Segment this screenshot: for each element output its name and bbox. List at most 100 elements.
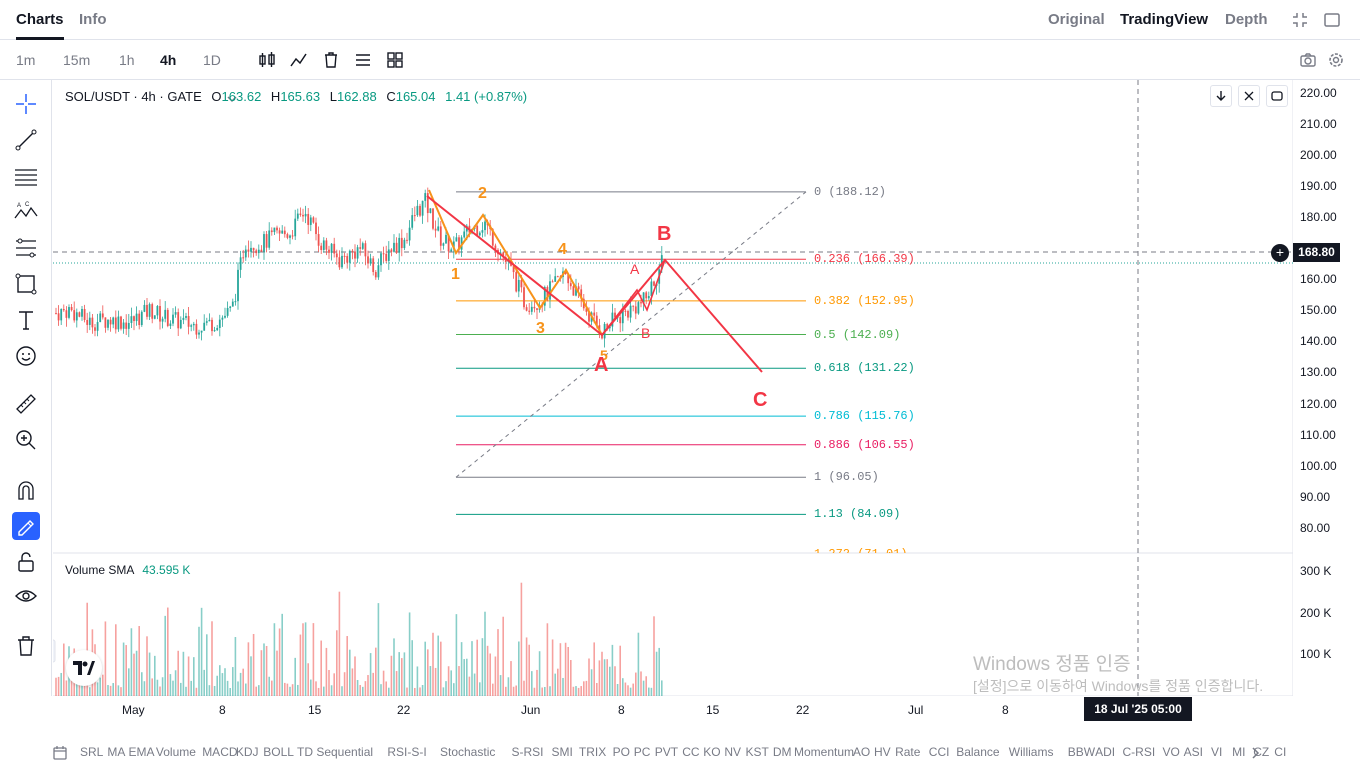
list-icon[interactable] — [353, 50, 373, 70]
indicator-rate[interactable]: Rate — [895, 745, 921, 759]
indicator-smi[interactable]: SMI — [551, 745, 573, 759]
chevron-down-icon[interactable] — [227, 95, 237, 103]
compress-icon[interactable] — [1292, 12, 1308, 28]
fib-tool[interactable] — [12, 234, 40, 262]
indicator-hv[interactable]: HV — [874, 745, 891, 759]
indicators-icon[interactable] — [289, 50, 309, 70]
volume-bar — [559, 643, 562, 696]
lock-tool[interactable] — [12, 548, 40, 576]
candle-body — [172, 314, 174, 324]
symbol-label[interactable]: SOL/USDT · 4h · GATE — [65, 89, 202, 104]
indicator-ko[interactable]: KO — [703, 745, 721, 759]
settings-icon[interactable] — [1326, 50, 1346, 70]
interval-1d[interactable]: 1D — [203, 52, 221, 68]
interval-1m[interactable]: 1m — [16, 52, 36, 68]
interval-4h[interactable]: 4h — [160, 52, 177, 68]
indicator-volume[interactable]: Volume — [155, 745, 196, 759]
maximize-button[interactable] — [1266, 85, 1288, 107]
ruler-tool[interactable] — [12, 390, 40, 418]
visibility-tool[interactable] — [12, 582, 40, 610]
indicator-kdj[interactable]: KDJ — [235, 745, 259, 759]
indicator-cci[interactable]: CCI — [928, 745, 950, 759]
indicator-ma[interactable]: MA — [107, 745, 126, 759]
horizontal-lines-tool[interactable] — [12, 162, 40, 190]
indicator-trix[interactable]: TRIX — [578, 745, 607, 759]
candle-body — [413, 215, 416, 217]
indicator-williams[interactable]: Williams — [1008, 745, 1054, 759]
indicator-cc[interactable]: CC — [682, 745, 700, 759]
add-alert-icon[interactable]: + — [1271, 244, 1289, 262]
zoom-tool[interactable] — [12, 426, 40, 454]
tab-depth[interactable]: Depth — [1225, 11, 1268, 28]
candle-body — [432, 208, 434, 229]
layout-grid-icon[interactable] — [385, 50, 405, 70]
indicator-dm[interactable]: DM — [772, 745, 792, 759]
candle-body — [205, 321, 208, 323]
indicator-pvt[interactable]: PVT — [654, 745, 679, 759]
crosshair-icon — [16, 94, 36, 114]
volume-bar — [640, 671, 642, 696]
indicator-adi[interactable]: ADI — [1095, 745, 1116, 759]
scroll-down-button[interactable] — [1210, 85, 1232, 107]
remove-tool[interactable] — [12, 632, 40, 660]
volume-bar — [359, 685, 361, 696]
tab-info[interactable]: Info — [79, 11, 107, 28]
indicator-pc[interactable]: PC — [633, 745, 651, 759]
indicator-s-rsi[interactable]: S-RSI — [511, 745, 544, 759]
tradingview-logo[interactable] — [66, 650, 102, 686]
candle-body — [203, 322, 206, 331]
indicator-kst[interactable]: KST — [745, 745, 769, 759]
indicator-stochastic[interactable]: Stochastic — [440, 745, 496, 759]
interval-15m[interactable]: 15m — [63, 52, 91, 68]
volume-bar — [330, 685, 333, 696]
indicator-ema[interactable]: EMA — [128, 745, 155, 759]
magnet-tool[interactable] — [12, 476, 40, 504]
indicator-vi[interactable]: VI — [1211, 745, 1223, 759]
tab-tradingview[interactable]: TradingView — [1120, 11, 1209, 28]
tab-original[interactable]: Original — [1048, 11, 1105, 28]
stay-in-drawing-tool[interactable] — [12, 512, 40, 540]
text-tool[interactable] — [12, 306, 40, 334]
volume-bar — [115, 624, 117, 696]
indicator-srl[interactable]: SRL — [80, 745, 104, 759]
indicator-boll[interactable]: BOLL — [263, 745, 294, 759]
indicator-asi[interactable]: ASI — [1183, 745, 1203, 759]
emoji-tool[interactable] — [12, 342, 40, 370]
indicator-cz[interactable]: CZ — [1253, 745, 1270, 759]
indicator-po[interactable]: PO — [612, 745, 630, 759]
indicator-c-rsi[interactable]: C-RSI — [1122, 745, 1156, 759]
interval-1h[interactable]: 1h — [119, 52, 135, 68]
tab-charts[interactable]: Charts — [16, 11, 64, 28]
crosshair-tool[interactable] — [12, 90, 40, 118]
indicator-rsi-s-i[interactable]: RSI-S-I — [387, 745, 427, 759]
rectangle-tool[interactable] — [12, 270, 40, 298]
indicator-bbw[interactable]: BBW — [1067, 745, 1096, 759]
svg-text:A: A — [17, 203, 21, 209]
candles-icon[interactable] — [257, 50, 277, 70]
volume-bar — [260, 650, 263, 696]
indicator-td-sequential[interactable]: TD Sequential — [297, 745, 374, 759]
indicator-momentum[interactable]: Momentum — [794, 745, 855, 759]
indicator-ci[interactable]: CI — [1274, 745, 1287, 759]
time-tick: Jul — [908, 703, 924, 717]
window-icon[interactable] — [1324, 12, 1340, 28]
trendline-tool[interactable] — [12, 126, 40, 154]
price-chart[interactable] — [53, 80, 1293, 696]
delete-drawings-icon[interactable] — [321, 50, 341, 70]
calendar-icon[interactable] — [52, 745, 68, 761]
indicator-ao[interactable]: AO — [852, 745, 871, 759]
chevron-right-icon[interactable] — [1250, 746, 1262, 760]
close-label: C — [386, 89, 396, 104]
indicator-balance[interactable]: Balance — [956, 745, 1000, 759]
volume-bar — [226, 680, 229, 696]
indicator-nv[interactable]: NV — [724, 745, 742, 759]
collapse-button[interactable] — [1238, 85, 1260, 107]
candle-body — [83, 308, 86, 320]
volume-label[interactable]: Volume SMA — [65, 563, 135, 577]
indicator-mi[interactable]: MI — [1232, 745, 1246, 759]
indicator-vo[interactable]: VO — [1162, 745, 1180, 759]
camera-icon[interactable] — [1298, 50, 1318, 70]
candle-body — [218, 319, 221, 328]
indicator-macd[interactable]: MACD — [202, 745, 238, 759]
